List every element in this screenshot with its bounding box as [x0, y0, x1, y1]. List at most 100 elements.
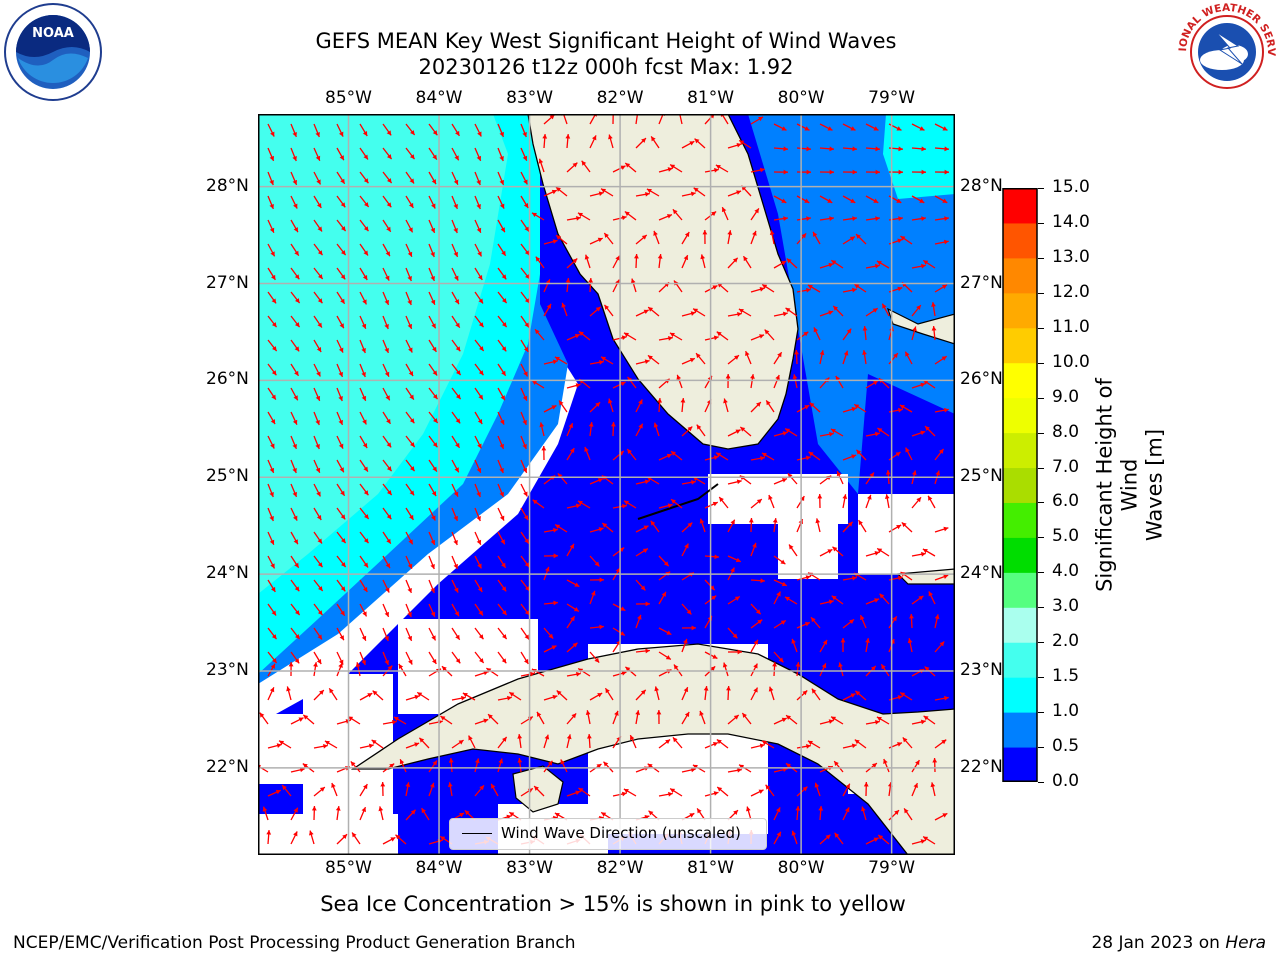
wind-arrow-head: [921, 551, 926, 557]
wind-arrow-head: [501, 274, 507, 280]
wind-arrow-head: [295, 298, 300, 304]
wind-arrow-head: [921, 216, 926, 221]
wind-arrow-head: [565, 134, 571, 139]
wind-arrow-head: [691, 625, 696, 631]
wind-arrow-head: [920, 719, 926, 725]
wind-arrow-head: [683, 687, 689, 693]
wind-arrow-head: [569, 448, 575, 454]
wind-arrow-head: [845, 807, 850, 813]
wind-arrow-head: [755, 609, 761, 615]
wind-arrow-head: [849, 236, 855, 241]
wind-arrow-head: [760, 578, 765, 584]
colorbar-band: [1003, 537, 1037, 573]
wind-arrow-head: [546, 303, 552, 309]
colorbar-band: [1003, 502, 1037, 538]
wind-arrow-head: [363, 466, 368, 472]
wind-arrow-head: [522, 395, 528, 401]
wind-arrow-head: [340, 586, 346, 592]
wind-arrow-head: [806, 287, 811, 293]
wind-arrow-head: [608, 134, 613, 140]
wind-arrow-head: [551, 405, 557, 410]
wind-arrow-head: [759, 334, 765, 339]
wind-arrow-head: [876, 260, 882, 266]
wind-arrow-head: [454, 467, 459, 473]
wind-arrow-head: [711, 211, 717, 217]
wind-arrow-head: [385, 587, 390, 593]
wind-arrow-head: [879, 593, 885, 599]
wind-arrow-head: [522, 131, 527, 137]
wind-arrow-head: [915, 760, 920, 766]
wind-arrow-head: [814, 782, 820, 788]
wind-arrow-head: [477, 419, 483, 425]
wind-arrow-head: [752, 542, 757, 548]
wind-arrow-head: [594, 561, 600, 567]
wind-arrow-head: [441, 666, 447, 672]
lon-label-bottom: 85°W: [325, 858, 372, 878]
wind-arrow-head: [651, 136, 656, 142]
wind-arrow-head: [897, 695, 903, 700]
wind-arrow-head: [292, 179, 298, 185]
wind-arrow-head: [861, 806, 866, 812]
wind-arrow-head: [531, 212, 537, 218]
wind-arrow-head: [339, 323, 344, 329]
wind-arrow-head: [362, 131, 368, 137]
wind-arrow-head: [568, 423, 574, 429]
wind-arrow-head: [599, 359, 604, 365]
wind-arrow-head: [781, 717, 787, 723]
wind-arrow-head: [614, 710, 619, 716]
wind-arrow-head: [259, 712, 265, 718]
wind-arrow: [658, 114, 664, 125]
wind-arrow-head: [566, 734, 572, 740]
wind-arrow-head: [269, 492, 274, 497]
wind-arrow-head: [759, 743, 765, 749]
wind-arrow-head: [524, 250, 530, 256]
colorbar-tick: [1038, 747, 1044, 749]
wind-arrow-head: [478, 298, 483, 304]
wind-arrow-head: [292, 419, 298, 425]
wind-arrow-head: [703, 686, 709, 691]
wind-arrow-head: [785, 307, 791, 313]
wind-arrow-head: [668, 335, 673, 341]
nodata-patch: [858, 494, 955, 574]
wind-arrow-head: [599, 624, 604, 630]
wind-arrow-head: [410, 809, 416, 815]
wind-arrow-head: [644, 359, 650, 365]
wind-arrow-head: [431, 635, 436, 641]
wind-arrow-head: [271, 610, 277, 616]
wind-arrow-head: [657, 398, 663, 403]
wind-arrow-head: [723, 398, 728, 404]
wind-arrow-head: [591, 590, 596, 596]
wind-arrow-head: [780, 559, 786, 565]
wind-arrow-head: [272, 346, 277, 352]
wind-arrow-head: [407, 300, 412, 305]
wind-arrow-head: [551, 189, 557, 195]
wind-arrow-head: [317, 322, 322, 328]
wind-arrow-head: [499, 491, 504, 497]
wind-arrow-head: [317, 634, 322, 640]
wind-arrow-head: [794, 350, 799, 355]
wind-arrow-head: [781, 478, 787, 483]
wind-arrow-head: [340, 202, 346, 208]
wind-arrow-head: [667, 167, 673, 172]
colorbar-tick-label: 8.0: [1052, 421, 1080, 442]
wind-arrow-head: [657, 254, 663, 259]
wind-arrow-head: [501, 370, 506, 376]
wind-arrow-head: [667, 503, 673, 508]
wind-arrow-head: [331, 782, 336, 788]
wind-arrow-head: [386, 418, 391, 424]
wind-arrow-head: [270, 251, 275, 257]
lat-label-left: 24°N: [206, 563, 249, 584]
wind-arrow-head: [499, 468, 504, 473]
wind-arrow-head: [893, 353, 898, 359]
wind-arrow-head: [699, 710, 704, 716]
wind-arrow-head: [499, 179, 504, 185]
wind-arrow-head: [752, 230, 757, 236]
wind-arrow-head: [943, 239, 949, 245]
wind-arrow-head: [270, 563, 275, 569]
wind-arrow-head: [869, 472, 874, 478]
wind-arrow-head: [735, 557, 741, 563]
wind-arrow-head: [784, 596, 790, 602]
colorbar-tick-label: 3.0: [1052, 596, 1080, 617]
wind-arrow-head: [476, 539, 482, 545]
colorbar-tick-label: 14.0: [1052, 211, 1090, 232]
